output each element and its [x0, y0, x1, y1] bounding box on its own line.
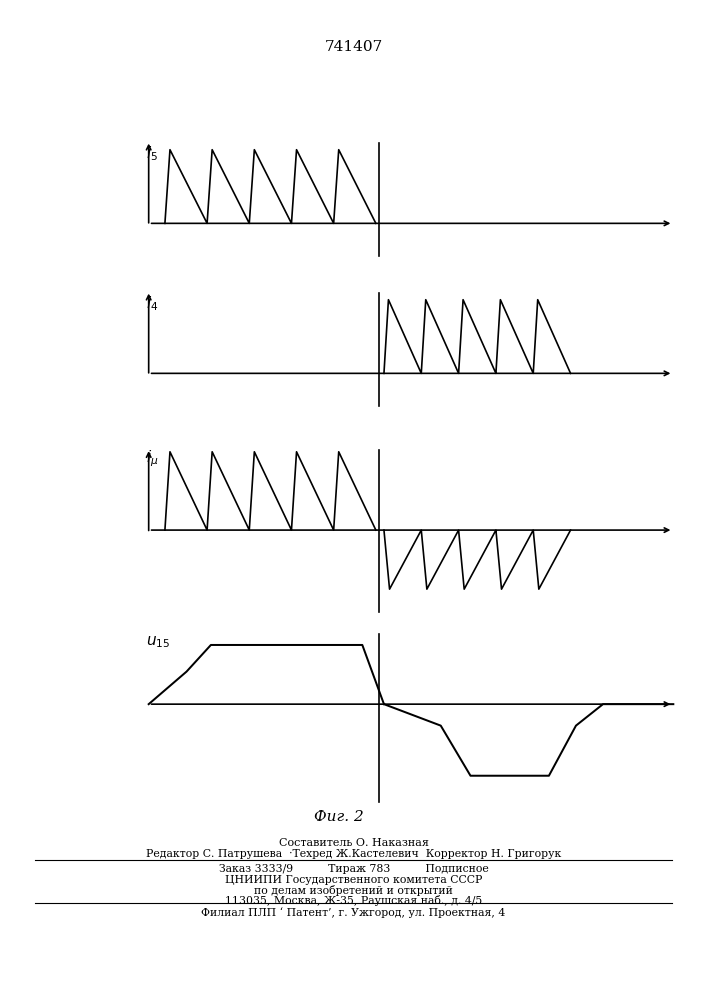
Text: 113035, Москва, Ж-35, Раушская наб., д. 4/5: 113035, Москва, Ж-35, Раушская наб., д. … [225, 895, 482, 906]
Text: Филиал ПЛП ‘ Патент’, г. Ужгород, ул. Проектная, 4: Филиал ПЛП ‘ Патент’, г. Ужгород, ул. Пр… [201, 907, 506, 918]
Text: Редактор С. Патрушева  ·Техред Ж.Кастелевич  Корректор Н. Григорук: Редактор С. Патрушева ·Техред Ж.Кастелев… [146, 849, 561, 859]
Text: $i_5$: $i_5$ [146, 144, 158, 163]
Text: $i_4$: $i_4$ [146, 294, 158, 313]
Text: Заказ 3333/9          Тираж 783          Подписное: Заказ 3333/9 Тираж 783 Подписное [218, 864, 489, 874]
Text: Составитель О. Наказная: Составитель О. Наказная [279, 838, 428, 848]
Text: Фиг. 2: Фиг. 2 [315, 810, 364, 824]
Text: ЦНИИПИ Государственного комитета СССР: ЦНИИПИ Государственного комитета СССР [225, 875, 482, 885]
Text: $u_{15}$: $u_{15}$ [146, 634, 170, 650]
Text: по делам изобретений и открытий: по делам изобретений и открытий [254, 885, 453, 896]
Text: $i_\mu$: $i_\mu$ [146, 448, 158, 469]
Text: 741407: 741407 [325, 40, 382, 54]
